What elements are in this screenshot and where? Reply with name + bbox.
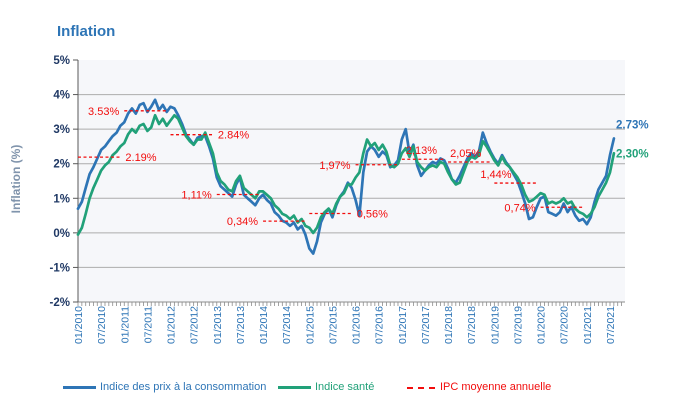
y-axis-tick-label: 5%	[53, 55, 70, 67]
x-axis-tick-label: 01/2018	[443, 306, 455, 344]
y-axis-tick-label: -2%	[50, 297, 70, 309]
end-label-health: 2,30%	[616, 148, 649, 160]
end-label-cpi: 2.73%	[616, 119, 649, 131]
x-axis-tick-label: 07/2010	[96, 306, 108, 344]
y-axis-tick-label: 1%	[53, 193, 70, 205]
annual-average-label-2015: 0,56%	[357, 208, 388, 220]
annual-average-label-2020: 0,74%	[504, 202, 535, 214]
x-axis-tick-label: 01/2021	[582, 306, 594, 344]
x-axis-tick-label: 01/2012	[166, 306, 178, 344]
y-axis-tick-label: 2%	[53, 159, 70, 171]
x-axis-tick-label: 01/2014	[258, 306, 270, 344]
x-axis-tick-label: 07/2021	[605, 306, 617, 344]
annual-average-label-2018: 2,05%	[450, 148, 481, 160]
x-axis-tick-label: 01/2020	[536, 306, 548, 344]
chart-title: Inflation	[57, 23, 116, 40]
x-axis-tick-label: 01/2011	[119, 306, 131, 343]
x-axis-tick-label: 07/2017	[420, 306, 432, 344]
x-axis-tick-label: 01/2016	[351, 306, 363, 344]
legend-swatch-health-line	[278, 386, 311, 389]
chart-plot-area: 5% 4% 3% 2% 1% 0% -1% -2%01/2010 07/2010 01/2011 0…	[50, 55, 649, 344]
x-axis-tick-label: 07/2011	[142, 306, 154, 343]
x-axis-tick-label: 01/2019	[489, 306, 501, 344]
annual-average-label-2019: 1,44%	[480, 169, 511, 181]
annual-average-label-2011: 3.53%	[88, 106, 119, 118]
legend-label-annual-average: IPC moyenne annuelle	[440, 381, 552, 393]
x-axis-tick-label: 01/2017	[397, 306, 409, 344]
legend-label-health: Indice santé	[315, 381, 375, 393]
x-axis-tick-label: 01/2010	[73, 306, 85, 344]
legend-label-cpi: Indice des prix à la consommation	[100, 381, 267, 393]
x-axis-tick-label: 07/2018	[466, 306, 478, 344]
y-axis-tick-label: 0%	[53, 228, 70, 240]
annual-average-label-2010: 2.19%	[125, 152, 156, 164]
x-axis-tick-label: 07/2016	[374, 306, 386, 344]
y-axis-tick-label: -1%	[50, 262, 70, 274]
x-axis-tick-label: 07/2014	[281, 306, 293, 344]
annual-average-label-2013: 1,11%	[181, 189, 212, 201]
legend-swatch-annual-average-line	[407, 387, 435, 389]
y-axis-tick-label: 4%	[53, 90, 70, 102]
legend-swatch-cpi-line	[63, 386, 96, 389]
x-axis-tick-label: 07/2019	[512, 306, 524, 344]
annual-average-label-2017: 2,13%	[406, 145, 437, 157]
annual-average-label-2014: 0,34%	[227, 216, 258, 228]
x-axis-tick-label: 07/2013	[235, 306, 247, 344]
plot-background	[78, 60, 625, 302]
annual-average-label-2012: 2.84%	[218, 130, 249, 142]
x-axis-tick-label: 07/2020	[559, 306, 571, 344]
health-index-line	[76, 113, 616, 236]
annual-average-label-2016: 1,97%	[319, 160, 350, 172]
x-axis-tick-label: 07/2012	[189, 306, 201, 344]
y-axis-tick-label: 3%	[53, 124, 70, 136]
x-axis-tick-label: 07/2015	[327, 306, 339, 344]
x-axis-tick-label: 01/2015	[304, 306, 316, 344]
x-axis-tick-label: 01/2013	[212, 306, 224, 344]
